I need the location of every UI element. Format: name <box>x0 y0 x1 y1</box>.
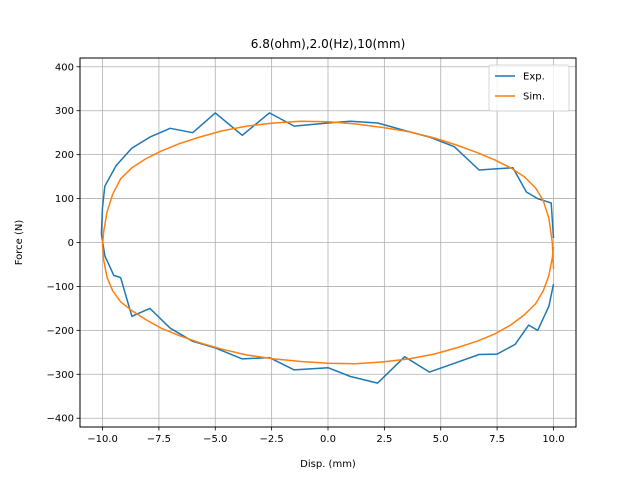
x-tick-label: 7.5 <box>489 434 505 445</box>
axes-frame <box>79 57 577 428</box>
series-line-sim <box>101 120 555 365</box>
y-tick-label: −100 <box>47 282 74 293</box>
chart-title: 6.8(ohm),2.0(Hz),10(mm) <box>251 37 406 51</box>
legend-entry-label: Exp. <box>523 72 545 83</box>
legend: Exp. Sim. <box>488 64 570 112</box>
x-tick-label: 10.0 <box>542 434 564 445</box>
y-tick-label: −200 <box>47 326 74 337</box>
ticks: −10.0 −7.5 −5.0 −2.5 0.0 2.5 5.0 7.5 10.0 −400 −30… <box>47 62 565 445</box>
y-tick-label: −400 <box>47 414 74 425</box>
x-tick-label: −7.5 <box>147 434 171 445</box>
y-tick-label: −300 <box>47 370 74 381</box>
plot-area <box>100 112 555 384</box>
x-tick-label: 2.5 <box>376 434 392 445</box>
x-axis-label: Disp. (mm) <box>300 459 356 470</box>
x-tick-label: 0.0 <box>320 434 336 445</box>
y-tick-label: 300 <box>55 106 74 117</box>
legend-entry-label: Sim. <box>523 92 545 103</box>
y-tick-label: 100 <box>55 194 74 205</box>
x-tick-label: −5.0 <box>203 434 227 445</box>
y-tick-label: 0 <box>68 238 74 249</box>
series-line-exp <box>100 112 555 384</box>
x-tick-label: −2.5 <box>259 434 283 445</box>
x-tick-label: 5.0 <box>433 434 449 445</box>
x-tick-label: −10.0 <box>87 434 118 445</box>
y-axis-label: Force (N) <box>14 220 25 266</box>
grid <box>80 58 576 427</box>
y-tick-label: 400 <box>55 62 74 73</box>
y-tick-label: 200 <box>55 150 74 161</box>
